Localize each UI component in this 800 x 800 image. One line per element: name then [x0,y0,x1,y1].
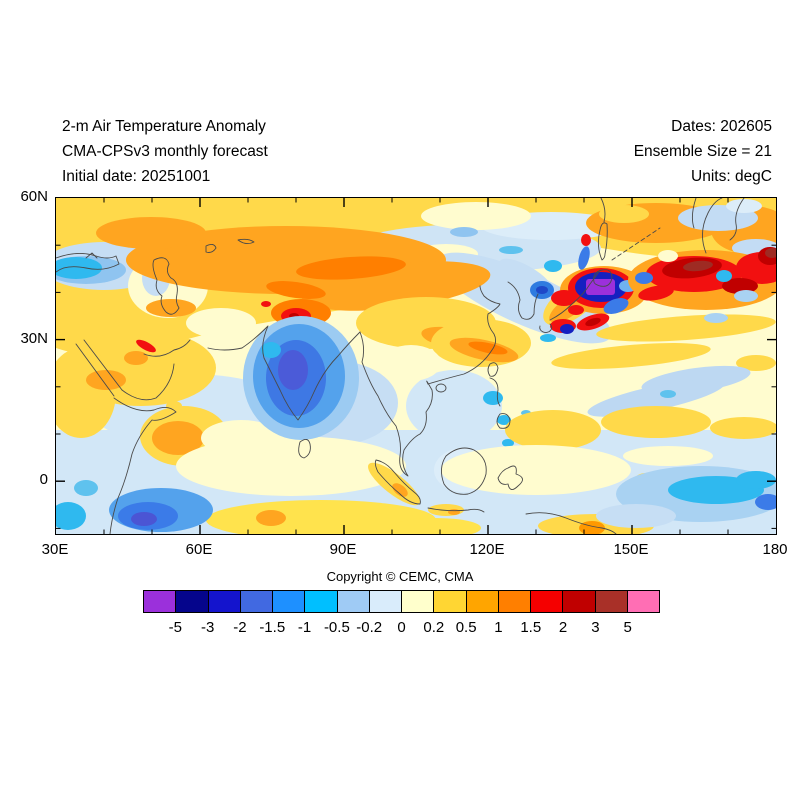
colorbar-level-label: -3 [200,619,215,636]
copyright-text: Copyright © CEMC, CMA [326,569,474,584]
colorbar-level-label: 1 [494,619,503,636]
figure-ensemble-size: Ensemble Size = 21 [633,143,772,160]
colorbar-level-label: 0.2 [423,619,445,636]
colorbar-level-label: -0.5 [323,619,350,636]
colorbar-level-label: -5 [168,619,182,636]
x-tick-label: 60E [185,541,213,558]
colorbar-cell [240,591,273,612]
colorbar-cell [563,591,596,612]
colorbar-level-label: -1.5 [259,619,286,636]
colorbar-cell [434,591,467,612]
colorbar-cell [208,591,241,612]
colorbar-cell [144,591,177,612]
colorbar-cell [402,591,435,612]
y-tick-label: 0 [39,471,48,489]
coastlines [56,198,745,534]
colorbar-cell [498,591,531,612]
y-tick-label: 30N [20,329,48,347]
colorbar-level-label: 5 [623,619,632,636]
map-svg [56,198,776,534]
colorbar-cell [595,591,628,612]
figure-units: Units: degC [691,168,772,185]
map-plot-area [55,197,777,535]
colorbar-cell [369,591,402,612]
figure-subtitle-model: CMA-CPSv3 monthly forecast [62,143,268,160]
colorbar-cell [176,591,209,612]
colorbar-cell [466,591,499,612]
colorbar-level-label: 3 [591,619,600,636]
figure-title: 2-m Air Temperature Anomaly [62,118,266,135]
colorbar-cell [305,591,338,612]
x-tick-label: 180 [762,541,788,558]
colorbar-level-label: 1.5 [520,619,542,636]
colorbar-level-label: -0.2 [356,619,383,636]
figure-dates: Dates: 202605 [671,118,772,135]
y-tick-label: 60N [20,188,48,205]
colorbar-level-label: 0 [397,619,406,636]
x-tick-label: 150E [613,541,649,558]
figure-initial-date: Initial date: 20251001 [62,168,211,185]
colorbar-cell [273,591,306,612]
colorbar-cell [627,591,659,612]
colorbar-level-label: -2 [233,619,247,636]
colorbar-cell [531,591,564,612]
x-tick-label: 120E [469,541,505,558]
colorbar-cell [337,591,370,612]
axis-ticks [56,198,776,534]
colorbar-level-label: 0.5 [455,619,477,636]
colorbar-level-label: 2 [558,619,568,636]
anomaly-field [56,198,776,534]
x-tick-label: 90E [329,541,357,558]
x-tick-label: 30E [41,541,69,558]
colorbar-level-label: -1 [297,619,312,636]
colorbar [143,590,660,613]
